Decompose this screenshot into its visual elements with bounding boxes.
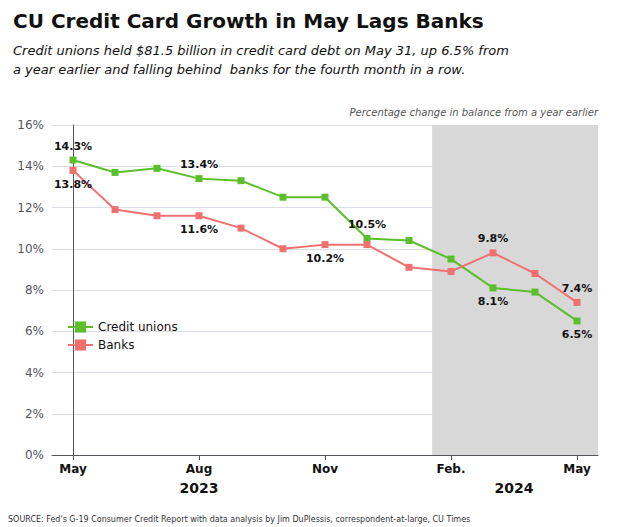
- svg-text:SOURCE: Fed's G-19 Consumer Cr: SOURCE: Fed's G-19 Consumer Credit Repor…: [8, 515, 470, 524]
- svg-text:10%: 10%: [17, 242, 44, 256]
- svg-text:13.8%: 13.8%: [54, 178, 92, 191]
- svg-text:Banks: Banks: [98, 338, 134, 352]
- svg-text:Aug: Aug: [186, 462, 212, 476]
- svg-text:Credit unions held $81.5 billi: Credit unions held $81.5 billion in cred…: [13, 43, 509, 58]
- svg-text:12%: 12%: [17, 201, 44, 215]
- svg-text:May: May: [59, 462, 87, 476]
- svg-text:11.6%: 11.6%: [180, 223, 218, 236]
- svg-text:14.3%: 14.3%: [54, 140, 92, 153]
- svg-text:Feb.: Feb.: [437, 462, 466, 476]
- svg-text:8.1%: 8.1%: [478, 295, 509, 308]
- svg-text:CU Credit Card Growth in May L: CU Credit Card Growth in May Lags Banks: [13, 9, 484, 33]
- svg-text:Percentage change in balance f: Percentage change in balance from a year…: [349, 107, 598, 118]
- svg-text:10.5%: 10.5%: [348, 218, 386, 231]
- svg-text:16%: 16%: [17, 118, 44, 132]
- svg-text:7.4%: 7.4%: [562, 282, 593, 295]
- svg-text:2%: 2%: [25, 407, 44, 421]
- svg-text:8%: 8%: [25, 283, 44, 297]
- svg-text:6%: 6%: [25, 324, 44, 338]
- svg-text:14%: 14%: [17, 159, 44, 173]
- svg-text:4%: 4%: [25, 366, 44, 380]
- svg-text:a year earlier and falling beh: a year earlier and falling behind banks …: [13, 62, 465, 77]
- svg-text:2023: 2023: [180, 480, 219, 496]
- svg-text:May: May: [563, 462, 591, 476]
- svg-text:0%: 0%: [25, 448, 44, 462]
- svg-text:2024: 2024: [495, 480, 534, 496]
- svg-text:13.4%: 13.4%: [180, 158, 218, 171]
- svg-text:Nov: Nov: [312, 462, 338, 476]
- svg-text:Credit unions: Credit unions: [98, 320, 178, 334]
- svg-text:6.5%: 6.5%: [562, 328, 593, 341]
- svg-text:9.8%: 9.8%: [478, 232, 509, 245]
- svg-text:10.2%: 10.2%: [306, 252, 344, 265]
